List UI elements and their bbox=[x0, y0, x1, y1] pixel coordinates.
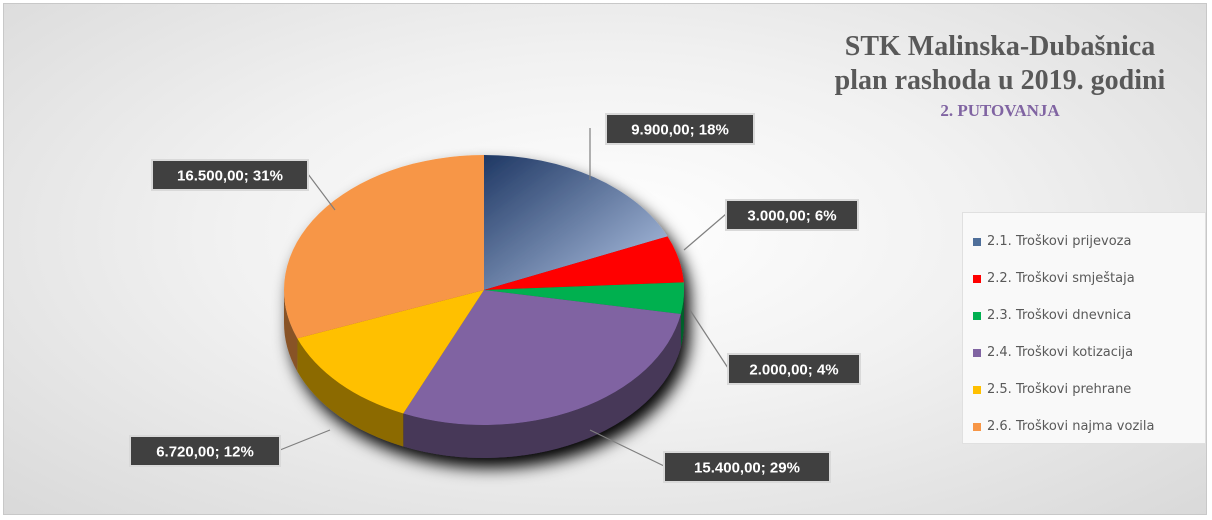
pie-slice bbox=[284, 155, 484, 339]
leader-line bbox=[279, 429, 331, 451]
data-label-box bbox=[151, 159, 309, 191]
legend-swatch bbox=[973, 237, 981, 246]
legend-swatch bbox=[973, 348, 981, 357]
leader-line bbox=[683, 213, 727, 251]
chart-subtitle: 2. PUTOVANJA bbox=[940, 101, 1060, 120]
leader-line bbox=[589, 429, 665, 467]
title-line-1: STK Malinska-Dubašnica bbox=[844, 31, 1156, 62]
data-label-box bbox=[663, 451, 831, 483]
pie-slice bbox=[484, 236, 684, 290]
legend-item: 2.1. Troškovi prijevoza bbox=[963, 223, 1205, 260]
pie-slice bbox=[297, 290, 484, 414]
legend-item: 2.3. Troškovi dnevnica bbox=[963, 297, 1205, 334]
pie-slice-side bbox=[680, 290, 684, 347]
pie-slice-side bbox=[284, 290, 298, 372]
legend-item: 2.2. Troškovi smještaja bbox=[963, 260, 1205, 297]
legend-swatch bbox=[973, 274, 981, 283]
data-label-box bbox=[605, 113, 755, 145]
data-label-box bbox=[725, 199, 859, 231]
pie-slice bbox=[484, 155, 668, 290]
pie-slice bbox=[403, 290, 681, 425]
data-label: 16.500,00; 31% bbox=[177, 168, 283, 185]
legend-label: 2.2. Troškovi smještaja bbox=[987, 271, 1135, 286]
legend-label: 2.1. Troškovi prijevoza bbox=[987, 234, 1132, 249]
legend-item: 2.5. Troškovi prehrane bbox=[963, 371, 1205, 408]
leader-line bbox=[689, 309, 729, 369]
legend-label: 2.3. Troškovi dnevnica bbox=[987, 308, 1132, 323]
pie-slice-side bbox=[297, 338, 404, 447]
chart-title: STK Malinska-Dubašnica plan rashoda u 20… bbox=[810, 30, 1190, 122]
legend-swatch bbox=[973, 422, 981, 431]
data-label: 6.720,00; 12% bbox=[156, 444, 254, 461]
legend-swatch bbox=[973, 311, 981, 320]
legend-swatch bbox=[973, 385, 981, 394]
legend: 2.1. Troškovi prijevoza 2.2. Troškovi sm… bbox=[962, 212, 1206, 444]
data-label-box bbox=[727, 353, 861, 385]
legend-item: 2.6. Troškovi najma vozila bbox=[963, 408, 1205, 445]
legend-item: 2.4. Troškovi kotizacija bbox=[963, 334, 1205, 371]
data-label: 3.000,00; 6% bbox=[747, 208, 836, 225]
pie-slice-side bbox=[403, 313, 681, 458]
title-line-2: plan rashoda u 2019. godini bbox=[834, 65, 1166, 96]
data-label: 9.900,00; 18% bbox=[631, 122, 729, 139]
pie-slice bbox=[484, 282, 685, 314]
data-label-box bbox=[129, 435, 281, 467]
legend-label: 2.4. Troškovi kotizacija bbox=[987, 345, 1134, 360]
legend-label: 2.5. Troškovi prehrane bbox=[987, 382, 1132, 397]
data-label: 15.400,00; 29% bbox=[694, 460, 800, 477]
legend-label: 2.6. Troškovi najma vozila bbox=[987, 419, 1155, 434]
leader-line bbox=[307, 173, 336, 211]
data-label: 2.000,00; 4% bbox=[749, 362, 838, 379]
